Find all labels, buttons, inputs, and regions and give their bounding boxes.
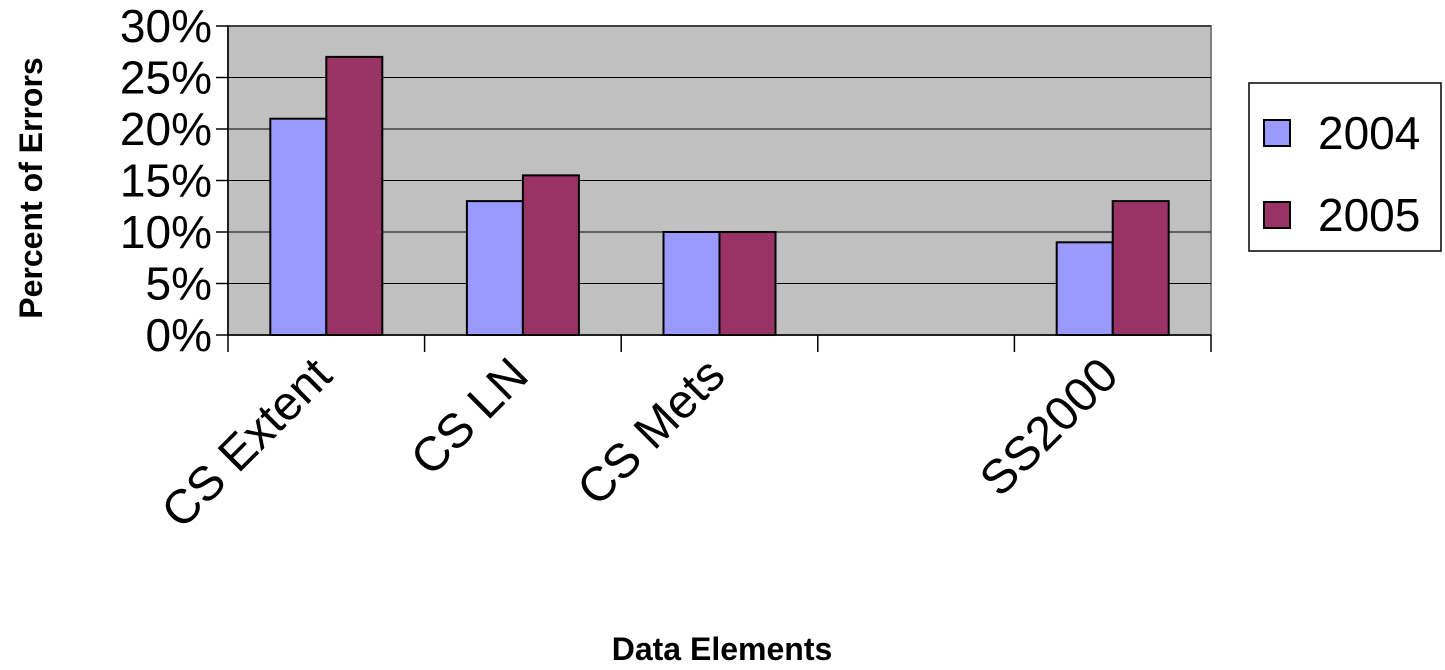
x-axis: CS Extent CS LN CS Mets SS2000 [152,334,1212,539]
bars [269,55,1170,337]
y-tick-label: 15% [120,155,212,207]
y-tick-label: 25% [120,52,212,104]
y-tick-label: 0% [146,309,212,361]
y-tick-label: 30% [120,0,212,52]
bar-2005-ss2000 [1111,200,1170,336]
y-tick-label: 10% [120,206,212,258]
legend: 2004 2005 [1248,82,1442,252]
bar-2004-cs-mets [662,231,721,336]
y-tick-label: 20% [120,103,212,155]
legend-swatch [1263,119,1291,147]
bar-2004-cs-ln [465,200,524,336]
bar-2005-cs-ln [521,174,580,336]
legend-label: 2004 [1318,107,1420,159]
bar-2005-cs-extent [325,55,384,337]
legend-swatch [1263,201,1291,229]
bar-2004-ss2000 [1055,241,1114,336]
x-tick-label: CS Mets [568,348,736,516]
bar-2005-cs-mets [718,231,777,336]
legend-label: 2005 [1318,189,1420,241]
y-axis: 0%5%10%15%20%25%30% [120,0,229,361]
y-tick-label: 5% [146,258,212,310]
x-tick-label: SS2000 [970,348,1128,506]
x-tick-label: CS LN [401,348,538,485]
y-axis-title: Percent of Errors [13,57,49,318]
x-axis-title: Data Elements [612,631,833,667]
x-tick-label: CS Extent [152,348,342,538]
bar-2004-cs-extent [269,117,328,336]
